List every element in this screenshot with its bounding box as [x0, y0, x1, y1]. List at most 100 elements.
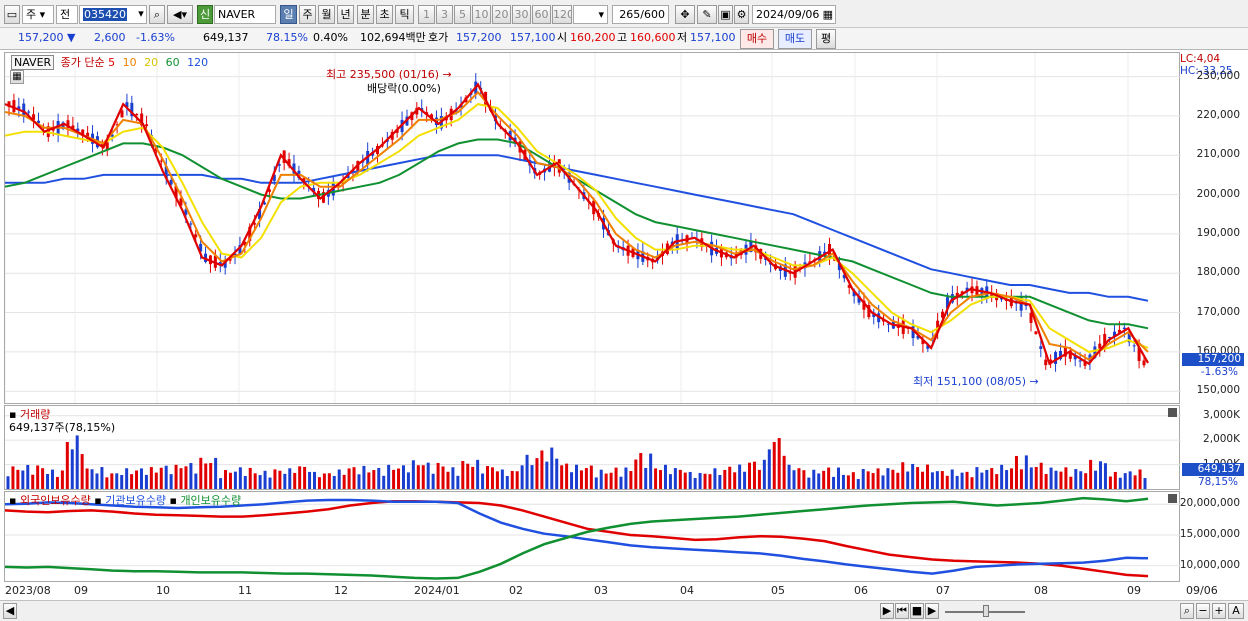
volume-bar	[629, 471, 633, 489]
volume-bar	[228, 472, 232, 489]
volume-bar	[392, 469, 396, 489]
volume-bar	[970, 477, 974, 489]
date-axis-label: 11	[238, 584, 252, 597]
count-field[interactable]: 265/600	[612, 5, 669, 24]
rewind-icon[interactable]: ⏮	[895, 603, 909, 619]
period-day[interactable]: 일	[280, 5, 297, 24]
buy-button[interactable]: 매수	[740, 29, 774, 49]
zoom-out-icon[interactable]: −	[1196, 603, 1210, 619]
code-dropdown-icon[interactable]: ▾	[138, 7, 144, 20]
volume-bar	[604, 473, 608, 489]
volume-bar	[1108, 476, 1112, 489]
candle-body	[1039, 346, 1043, 349]
zoom-search-icon[interactable]: ⌕	[1180, 603, 1194, 619]
minute-60[interactable]: 60	[532, 5, 551, 24]
table-icon[interactable]: ▦	[10, 70, 24, 84]
sell-button[interactable]: 매도	[778, 29, 812, 49]
candle-body	[1058, 350, 1062, 360]
date-axis-label: 09	[1127, 584, 1141, 597]
candle-body	[7, 101, 11, 107]
period-minute[interactable]: 분	[357, 5, 374, 24]
calendar-icon[interactable]: ▦	[822, 8, 833, 21]
minute-3[interactable]: 3	[436, 5, 453, 24]
minute-20[interactable]: 20	[492, 5, 511, 24]
stop-icon[interactable]: ■	[910, 603, 924, 619]
volume-bar	[303, 466, 307, 489]
scroll-left-icon[interactable]: ◀	[3, 603, 17, 619]
scroll-right-icon[interactable]: ▶	[880, 603, 894, 619]
save-icon[interactable]: ▣	[718, 5, 733, 24]
holding-panel[interactable]: ▪ 외국인보유수량 ▪ 기관보유수량 ▪ 개인보유수량	[4, 491, 1181, 582]
candle-body	[842, 274, 846, 279]
font-size-icon[interactable]: A	[1228, 603, 1244, 619]
date-field[interactable]: 2024/09/06 ▦	[752, 5, 836, 24]
volume-bar	[782, 455, 786, 489]
stock-name-field[interactable]: NAVER	[214, 5, 276, 24]
period-second[interactable]: 초	[376, 5, 393, 24]
custom-interval-select[interactable]: ▾	[573, 5, 608, 24]
volume-bar	[841, 474, 845, 489]
volume-close-icon[interactable]	[1168, 408, 1177, 417]
period-year[interactable]: 년	[337, 5, 354, 24]
minute-1[interactable]: 1	[418, 5, 435, 24]
minute-10[interactable]: 10	[472, 5, 491, 24]
volume-bar	[708, 474, 712, 489]
holding-close-icon[interactable]	[1168, 494, 1177, 503]
chart-tools-icon[interactable]: ✥	[675, 5, 695, 24]
volume-bar	[471, 466, 475, 489]
volume-bar	[332, 475, 336, 489]
ma-line-120	[5, 154, 1149, 302]
volume-bar	[238, 467, 242, 489]
volume-bar	[945, 475, 949, 489]
minute-120[interactable]: 120	[552, 5, 572, 24]
evaluate-button[interactable]: 평	[816, 29, 836, 49]
volume-bar	[777, 438, 781, 489]
zoom-in-icon[interactable]: +	[1212, 603, 1226, 619]
search-icon[interactable]: ⌕	[149, 5, 165, 24]
candle-body	[1083, 361, 1087, 366]
minute-5[interactable]: 5	[454, 5, 471, 24]
stock-code-input[interactable]: 035420	[79, 5, 147, 24]
play-icon[interactable]: ▶	[925, 603, 939, 619]
ma20-label: 20	[144, 56, 159, 69]
market-select[interactable]: 주 ▾	[22, 5, 54, 24]
volume-bar	[950, 469, 954, 489]
volume-bar	[802, 470, 806, 489]
minute-30[interactable]: 30	[512, 5, 531, 24]
volume-bar	[416, 465, 420, 489]
period-month[interactable]: 월	[318, 5, 335, 24]
price-chart-panel[interactable]: NAVER 종가 단순 5 10 20 60 120 ▦ 최고 235,500 …	[4, 52, 1181, 404]
period-tick[interactable]: 틱	[395, 5, 414, 24]
speaker-icon[interactable]: ◀▾	[167, 5, 193, 24]
candle-body	[164, 166, 168, 179]
period-week[interactable]: 주	[299, 5, 316, 24]
volume-bar	[1099, 461, 1103, 489]
volume-panel[interactable]: ▪ 거래량 649,137주(78,15%)	[4, 405, 1181, 490]
volume-bar	[1044, 474, 1048, 489]
window-menu-icon[interactable]: ▭	[4, 5, 20, 24]
volume-bar	[985, 469, 989, 489]
zoom-slider-thumb[interactable]	[983, 605, 989, 617]
candle-body	[125, 102, 129, 108]
dividend-annotation: 배당락(0.00%)	[367, 82, 441, 95]
lc-label: LC:4,04	[1180, 53, 1221, 65]
stock-label[interactable]: NAVER	[11, 55, 55, 70]
draw-tools-icon[interactable]: ✎	[697, 5, 717, 24]
candle-body	[1093, 346, 1097, 358]
volume-bar	[174, 464, 178, 489]
volume-bar	[688, 471, 692, 489]
volume-bar	[609, 472, 613, 489]
volume-bar	[476, 459, 480, 489]
volume-bar	[120, 474, 124, 489]
type-select[interactable]: 전	[56, 5, 78, 24]
volume-bar	[713, 468, 717, 489]
holding-legend: ▪ 외국인보유수량 ▪ 기관보유수량 ▪ 개인보유수량	[9, 494, 242, 507]
volume-bar	[50, 469, 54, 489]
settings-gear-icon[interactable]: ⚙	[734, 5, 749, 24]
candle-body	[911, 326, 915, 339]
market-value: 주	[26, 8, 37, 21]
volume-bar	[75, 435, 79, 489]
volume-bar	[599, 469, 603, 489]
candle-body	[71, 125, 75, 129]
volume-bar	[387, 464, 391, 489]
